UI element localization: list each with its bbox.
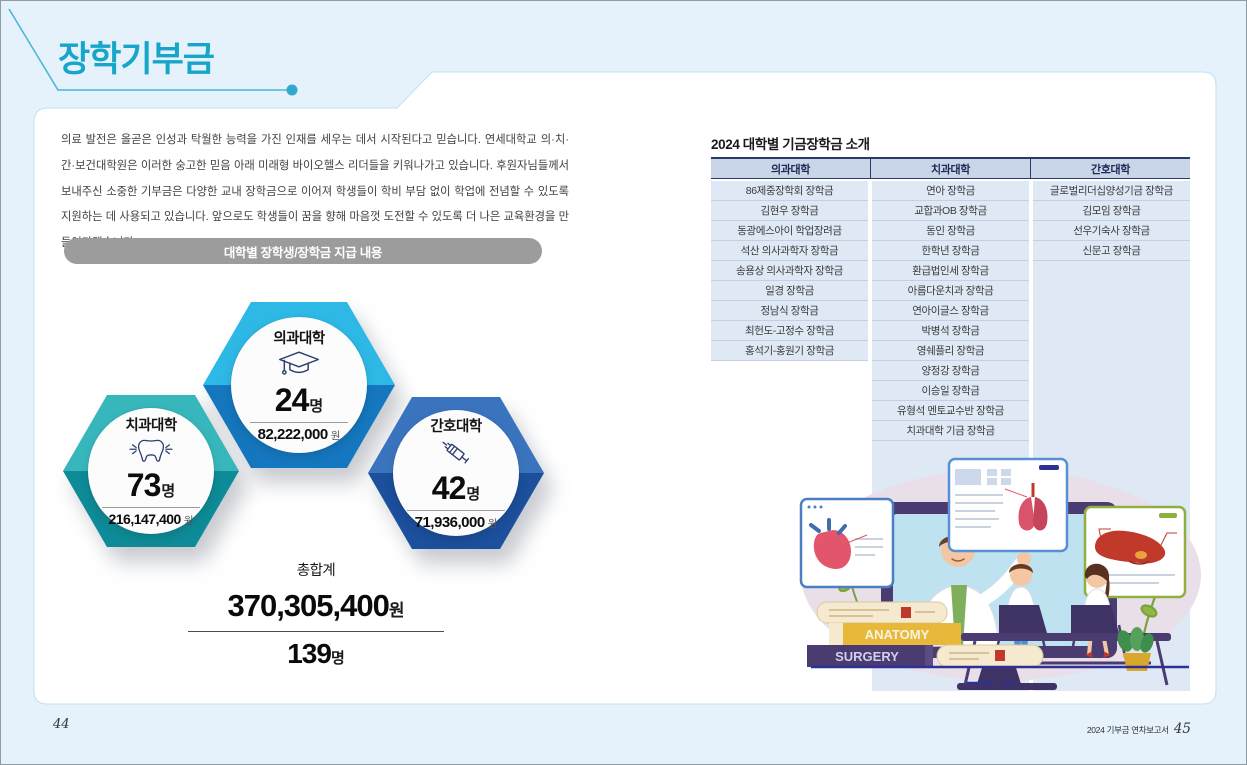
lungs-popup bbox=[947, 457, 1069, 553]
scholarship-row: 김모임 장학금 bbox=[1033, 201, 1190, 221]
scholarship-row: 송용상 의사과학자 장학금 bbox=[711, 261, 868, 281]
divider bbox=[188, 631, 444, 632]
scholarship-row: 치과대학 기금 장학금 bbox=[872, 421, 1029, 441]
scholarship-row: 박병석 장학금 bbox=[872, 321, 1029, 341]
scholarship-row: 86제중장학회 장학금 bbox=[711, 181, 868, 201]
book-stack: ANATOMY SURGERY bbox=[807, 601, 1044, 668]
stat-label: 간호대학 bbox=[430, 419, 482, 435]
scholarship-row: 유형석 멘토교수반 장학금 bbox=[872, 401, 1029, 421]
left-page-number: 44 bbox=[53, 717, 70, 732]
fund-column-medicine: 86제중장학회 장학금 김현우 장학금 동광에스아이 학업장려금 석산 의사과학… bbox=[711, 181, 868, 361]
stat-label: 의과대학 bbox=[273, 331, 325, 347]
scholarship-row: 동인 장학금 bbox=[872, 221, 1029, 241]
stat-count: 24 명 bbox=[274, 382, 324, 418]
scholarship-row: 교합과OB 장학금 bbox=[872, 201, 1029, 221]
scholarship-row: 홍석기-홍원기 장학금 bbox=[711, 341, 868, 361]
section-banner: 대학별 장학생/장학금 지급 내용 bbox=[64, 238, 542, 264]
divider bbox=[250, 422, 348, 423]
stat-amount: 82,222,000 원 bbox=[257, 426, 341, 443]
stat-count: 42 명 bbox=[431, 470, 481, 506]
stat-label: 치과대학 bbox=[125, 418, 177, 434]
tooth-icon bbox=[129, 439, 173, 462]
fund-table-title: 2024 대학별 기금장학금 소개 bbox=[711, 137, 870, 152]
table-header-nursing: 간호대학 bbox=[1030, 159, 1190, 178]
section-banner-label: 대학별 장학생/장학금 지급 내용 bbox=[223, 245, 383, 260]
divider bbox=[407, 510, 505, 511]
telemedicine-illustration: ANATOMY SURGERY bbox=[799, 457, 1201, 690]
stat-amount: 71,936,000 원 bbox=[414, 514, 498, 531]
scholarship-row: 석산 의사과학자 장학금 bbox=[711, 241, 868, 261]
stat-hexagon-nursing: 간호대학 42 명 71,936,000 원 bbox=[368, 397, 544, 549]
scholarship-row: 양정강 장학금 bbox=[872, 361, 1029, 381]
title-underline bbox=[8, 8, 289, 91]
book-title-surgery: SURGERY bbox=[835, 649, 899, 664]
book-title-anatomy: ANATOMY bbox=[865, 627, 930, 642]
stat-count: 73 명 bbox=[126, 467, 176, 503]
scholarship-row: 동광에스아이 학업장려금 bbox=[711, 221, 868, 241]
grand-total-amount: 370,305,400원 bbox=[227, 588, 405, 623]
table-header-dentistry: 치과대학 bbox=[870, 159, 1030, 178]
stat-hexagon-dentistry: 치과대학 73 명 216,147,400 원 bbox=[63, 395, 239, 547]
grand-total-count: 139명 bbox=[287, 638, 345, 669]
right-page-footer: 2024 기부금 연차보고서 45 bbox=[1021, 720, 1191, 738]
page-title: 장학기부금 bbox=[58, 40, 215, 79]
grand-total: 총합계 370,305,400원 139명 bbox=[166, 559, 466, 670]
syringe-icon bbox=[442, 441, 469, 464]
scholarship-row: 연아 장학금 bbox=[872, 181, 1029, 201]
heart-popup bbox=[799, 497, 895, 589]
scholarship-row: 한학년 장학금 bbox=[872, 241, 1029, 261]
scholarship-row: 환급법인세 장학금 bbox=[872, 261, 1029, 281]
scholarship-row: 연아이글스 장학금 bbox=[872, 301, 1029, 321]
scholarship-row: 김현우 장학금 bbox=[711, 201, 868, 221]
scholarship-row: 일경 장학금 bbox=[711, 281, 868, 301]
scholarship-row: 글로벌리더십양성기금 장학금 bbox=[1033, 181, 1190, 201]
stat-amount: 216,147,400 원 bbox=[108, 511, 194, 527]
report-name: 2024 기부금 연차보고서 bbox=[1086, 725, 1169, 735]
table-header-medicine: 의과대학 bbox=[771, 163, 810, 176]
scholarship-row: 신문고 장학금 bbox=[1033, 241, 1190, 261]
scholarship-row: 정남식 장학금 bbox=[711, 301, 868, 321]
scholarship-row: 이승일 장학금 bbox=[872, 381, 1029, 401]
grand-total-label: 총합계 bbox=[296, 563, 336, 579]
scholarship-row: 영쉐플리 장학금 bbox=[872, 341, 1029, 361]
divider bbox=[102, 507, 200, 508]
graduation-cap-icon bbox=[279, 351, 319, 375]
scholarship-row: 선우기숙사 장학금 bbox=[1033, 221, 1190, 241]
scholarship-row: 아름다운치과 장학금 bbox=[872, 281, 1029, 301]
scholarship-row: 최헌도-고정수 장학금 bbox=[711, 321, 868, 341]
fund-table-header: 의과대학 치과대학 간호대학 bbox=[711, 157, 1190, 179]
title-underline-dot bbox=[286, 84, 298, 96]
right-page-number: 45 bbox=[1173, 721, 1191, 737]
stat-hexagon-medicine: 의과대학 24 명 82,222,000 원 bbox=[203, 302, 395, 468]
